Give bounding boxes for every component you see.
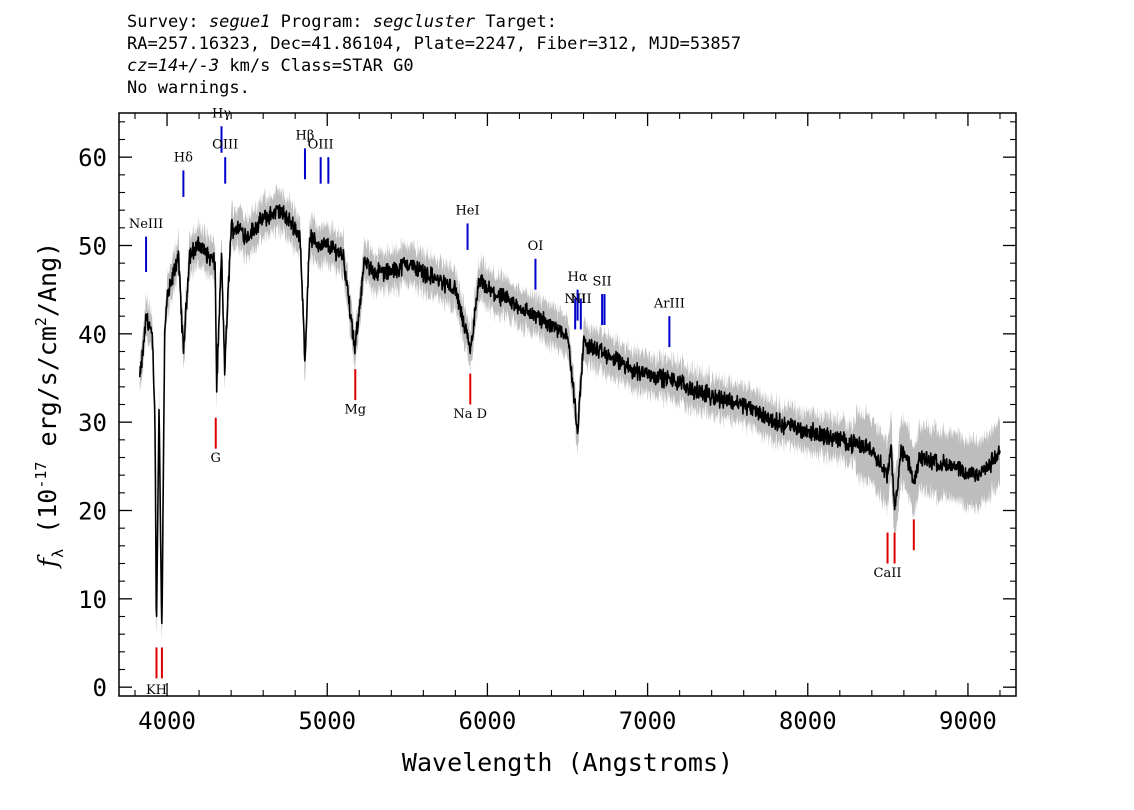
axis-ticks-layer: 4000 5000 6000 7000 8000 9000 0 10 20 30 40 50 60 [78, 113, 1016, 735]
error-band [139, 183, 1001, 641]
survey-value: segue1 [208, 12, 271, 32]
y-axis-title-exponent: 2 [32, 317, 50, 326]
emission-line-label: NII [570, 292, 592, 307]
spectral-lines-layer: NeIIIHδHγOIIIHβOIIIHeIOINIIHαNIISIIArIII… [129, 106, 915, 698]
emission-line-label: NeIII [129, 217, 163, 232]
error-band-layer [139, 183, 1001, 641]
program-label: Program: [280, 12, 363, 32]
header-line-3: cz=14+/-3 km/s Class=STAR G0 [127, 55, 741, 77]
header-line-1: Survey: segue1 Program: segcluster Targe… [127, 11, 741, 33]
y-axis-title-part: erg/s/cm [33, 326, 62, 461]
survey-label: Survey: [127, 12, 199, 32]
y-axis-title-part: (10 [33, 489, 62, 549]
target-label: Target: [485, 12, 557, 32]
x-tick-label: 9000 [939, 707, 997, 735]
class-info: km/s Class=STAR G0 [219, 56, 414, 76]
header-line-2: RA=257.16323, Dec=41.86104, Plate=2247, … [127, 34, 742, 54]
spectrum-layer [139, 204, 1001, 625]
emission-line-label: OIII [212, 137, 238, 152]
y-tick-label: 50 [78, 233, 107, 261]
x-tick-label: 4000 [138, 707, 196, 735]
y-axis-title-symbol: f [33, 554, 62, 569]
y-axis-title-part: /Ang) [33, 242, 62, 317]
absorption-line-label: Mg [344, 402, 366, 417]
absorption-line-label: CaII [874, 566, 902, 581]
y-axis-title-exponent: -17 [32, 462, 50, 489]
x-tick-label: 8000 [779, 707, 837, 735]
y-tick-label: 0 [93, 674, 107, 702]
y-tick-label: 20 [78, 498, 107, 526]
absorption-line-label: G [211, 451, 221, 466]
emission-line-label: Hδ [174, 151, 193, 166]
redshift-value: cz=14+/-3 [127, 56, 220, 76]
emission-line-label: OI [528, 239, 544, 254]
y-tick-label: 40 [78, 321, 107, 349]
x-tick-label: 5000 [298, 707, 356, 735]
emission-line-label: Hγ [212, 106, 231, 121]
y-tick-label: 60 [78, 144, 107, 172]
header-line-4: No warnings. [127, 78, 250, 98]
spectrum-line [139, 204, 1001, 625]
spectrum-header: Survey: segue1 Program: segcluster Targe… [127, 11, 741, 99]
y-tick-label: 10 [78, 586, 107, 614]
y-axis-title-subscript: λ [49, 549, 67, 558]
y-tick-label: 30 [78, 409, 107, 437]
x-axis-title: Wavelength (Angstroms) [402, 748, 733, 777]
emission-line-label: Hα [568, 270, 588, 285]
x-tick-label: 6000 [459, 707, 517, 735]
plot-frame [118, 112, 1017, 697]
x-tick-label: 7000 [619, 707, 677, 735]
emission-line-label: SII [593, 274, 612, 289]
emission-line-label: OIII [308, 137, 334, 152]
y-axis-title: fλ (10-17 erg/s/cm2/Ang) [32, 242, 67, 569]
absorption-line-label: Na D [453, 407, 487, 422]
program-value: segcluster [372, 12, 476, 32]
emission-line-label: ArIII [653, 296, 685, 311]
absorption-line-label: KH [146, 683, 167, 698]
emission-line-label: HeI [455, 204, 479, 219]
emission-line-label: Hβ [296, 129, 315, 144]
